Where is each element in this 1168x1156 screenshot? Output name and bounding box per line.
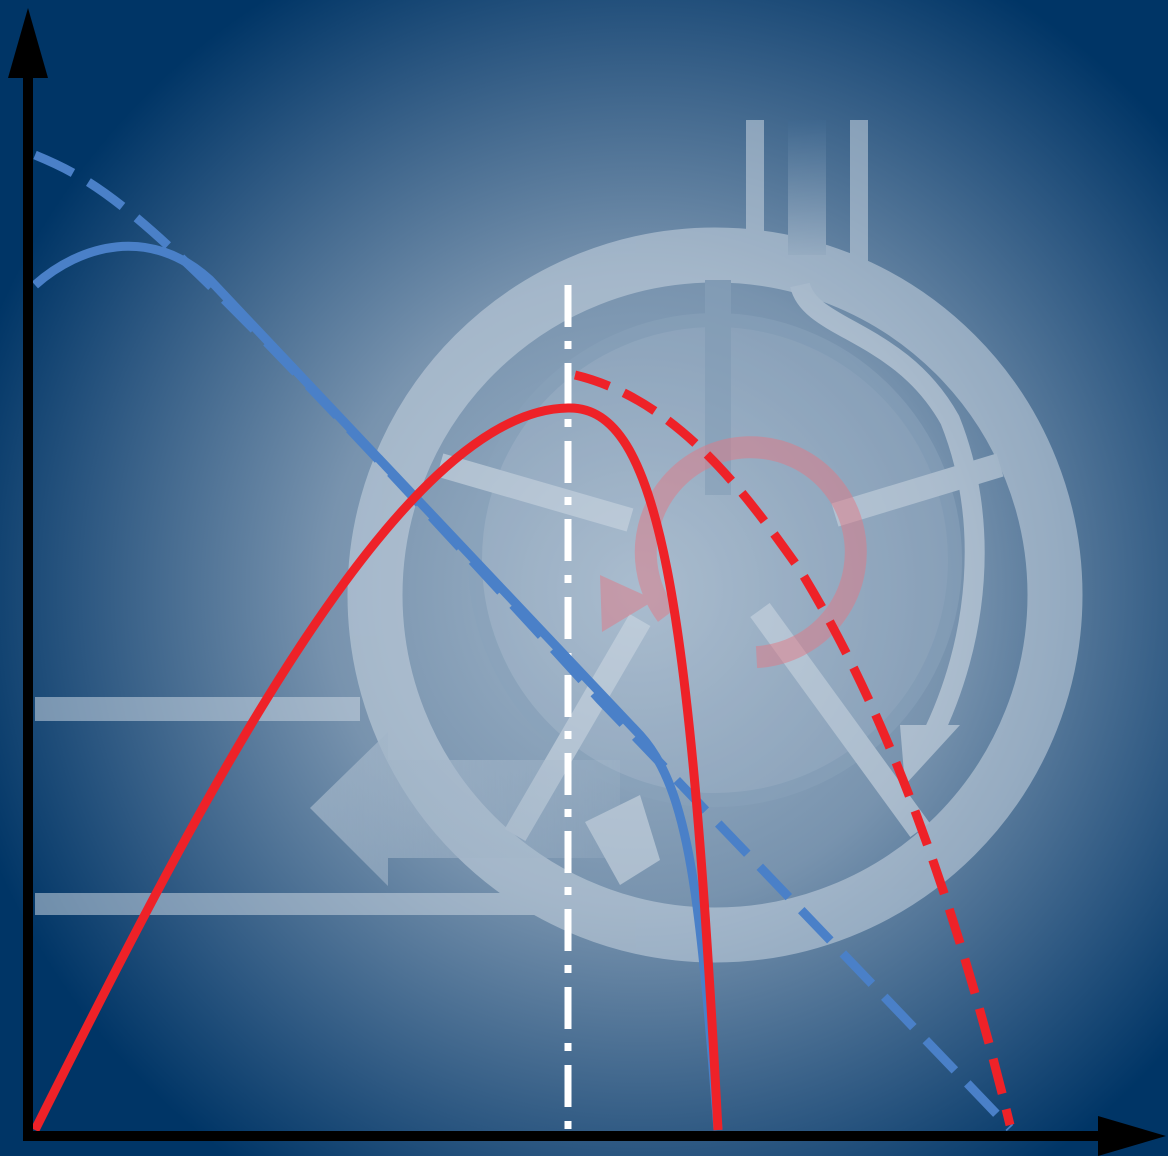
inlet-flow [788, 120, 826, 260]
inlet-arrow [778, 255, 836, 285]
pipe-wall [746, 120, 764, 240]
outlet-pipe [35, 893, 535, 915]
pump-sketch [35, 120, 1083, 963]
x-axis-arrow [1098, 1116, 1166, 1156]
rotation-arrow [600, 436, 867, 669]
pump-casing [347, 227, 1083, 963]
efficiency-curve-dashed [573, 370, 1015, 1127]
efficiency-curve [30, 403, 723, 1133]
flow-arrow [585, 795, 660, 885]
rotation-arc [634, 436, 867, 669]
flow-path [790, 281, 985, 745]
flow-arrow [900, 725, 960, 785]
head-curve [32, 241, 723, 1131]
y-axis-arrow [8, 8, 48, 78]
outlet-pipe [35, 697, 360, 721]
rotation-head [600, 575, 655, 632]
pipe-wall [850, 120, 868, 300]
outlet-arrow [310, 732, 620, 886]
vane [436, 453, 634, 532]
